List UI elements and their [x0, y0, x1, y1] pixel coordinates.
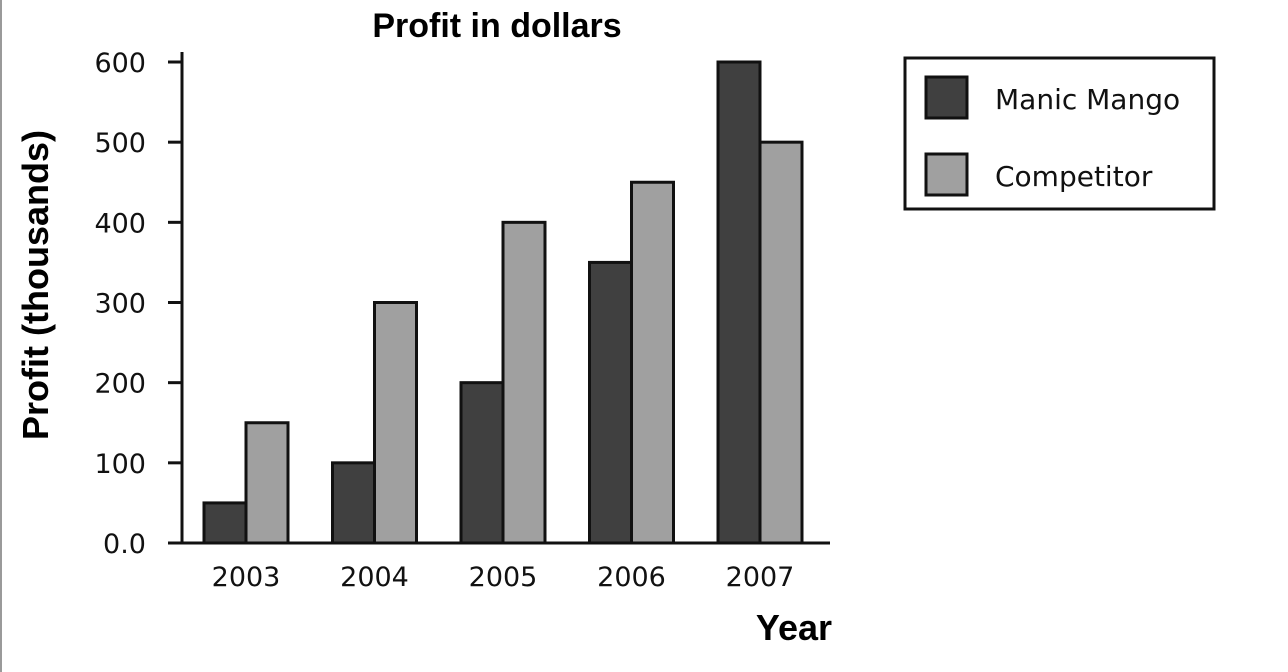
bar-manic-mango-2004 [331, 461, 376, 545]
y-tick-label-0: 0.0 [103, 529, 146, 560]
bar-manic-mango-2005 [459, 381, 505, 545]
legend-label-competitor: Competitor [995, 160, 1153, 193]
y-tick-label-500: 500 [94, 128, 146, 159]
legend: Manic Mango Competitor [903, 56, 1216, 211]
x-tick-label-2004: 2004 [340, 562, 409, 593]
axes-layer [180, 52, 830, 545]
y-axis-title-group: Profit (thousands) [15, 130, 56, 440]
legend-swatch-manic-mango [924, 75, 969, 120]
bar-competitor-2006 [630, 180, 675, 545]
bar-competitor-2007 [758, 140, 804, 545]
y-tick-label-200: 200 [94, 369, 146, 400]
ticks-layer: 0.0 100 200 300 400 500 600 2003 2004 2005 2006 200… [94, 48, 794, 593]
y-tick-label-300: 300 [94, 289, 146, 320]
bar-competitor-2005 [501, 220, 547, 545]
bar-competitor-2003 [244, 421, 290, 545]
bars-layer [202, 60, 804, 545]
y-axis-title: Profit (thousands) [15, 130, 56, 440]
x-tick-label-2003: 2003 [212, 562, 281, 593]
y-tick-label-400: 400 [94, 208, 146, 239]
x-axis-title: Year [756, 607, 832, 648]
y-tick-label-100: 100 [94, 449, 146, 480]
x-tick-label-2005: 2005 [469, 562, 538, 593]
bar-manic-mango-2003 [202, 501, 248, 545]
left-border-line [0, 0, 2, 672]
bar-competitor-2004 [373, 301, 418, 545]
legend-label-manic-mango: Manic Mango [995, 83, 1180, 116]
x-tick-label-2006: 2006 [597, 562, 666, 593]
chart-title: Profit in dollars [372, 7, 621, 45]
x-tick-label-2007: 2007 [726, 562, 795, 593]
y-tick-label-600: 600 [94, 48, 146, 79]
legend-swatch-competitor [924, 152, 969, 197]
bar-manic-mango-2007 [716, 60, 762, 545]
bar-manic-mango-2006 [588, 260, 633, 545]
